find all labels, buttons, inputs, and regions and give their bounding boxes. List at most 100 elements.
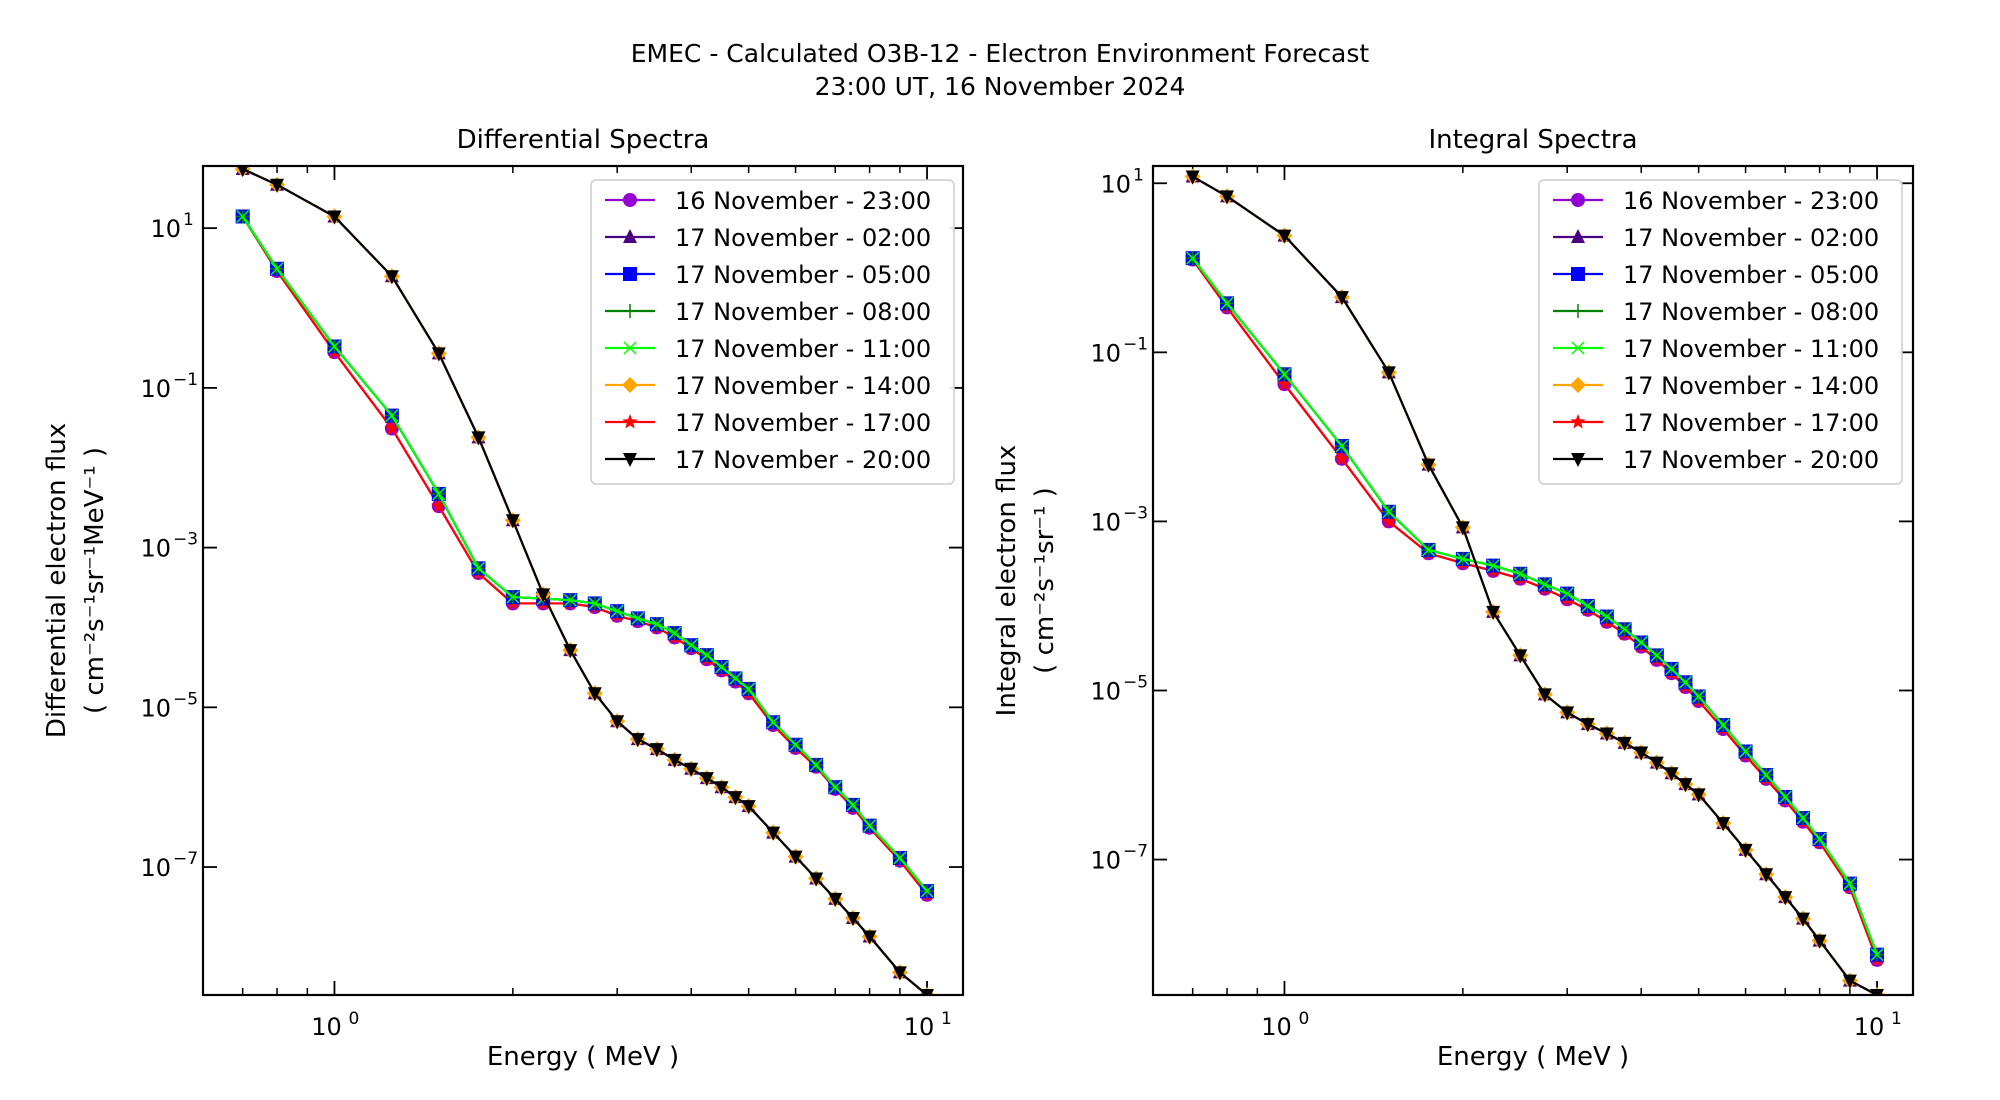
data-point: [385, 409, 399, 423]
data-point: [1739, 744, 1753, 758]
data-point: [649, 743, 664, 758]
legend-marker: [622, 414, 638, 429]
legend-label: 17 November - 08:00: [1623, 298, 1879, 326]
data-point: [610, 715, 625, 730]
data-point: [1220, 190, 1235, 205]
series-17-november-11-00: [236, 209, 934, 898]
legend-marker: [1571, 267, 1585, 281]
legend-label: 17 November - 17:00: [1623, 409, 1879, 437]
data-point: [1842, 974, 1857, 989]
data-point: [789, 738, 803, 752]
data-point: [1665, 662, 1679, 676]
data-point: [788, 850, 803, 865]
y-tick-label-exponent: −3: [1123, 503, 1148, 523]
differential-y-axis-unit: ( cm⁻²s⁻¹sr⁻¹MeV⁻¹ ): [80, 447, 110, 714]
legend-label: 16 November - 23:00: [1623, 187, 1879, 215]
data-point: [1738, 843, 1753, 858]
data-point: [650, 617, 664, 631]
legend-entry: 17 November - 14:00: [605, 372, 931, 400]
data-point: [587, 687, 602, 702]
data-point: [1678, 778, 1693, 793]
data-point: [728, 791, 743, 806]
data-point: [1334, 450, 1350, 466]
legend-label: 17 November - 20:00: [1623, 446, 1879, 474]
legend-label: 16 November - 23:00: [675, 187, 931, 215]
data-point: [1870, 989, 1885, 995]
data-point: [384, 270, 399, 285]
legend-marker: [622, 377, 638, 393]
legend-marker: [1570, 377, 1586, 393]
data-point: [1599, 727, 1614, 742]
data-point: [563, 644, 578, 659]
y-tick-label-exponent: −1: [1123, 334, 1148, 354]
data-point: [1421, 458, 1436, 473]
y-tick-label: 10: [1100, 170, 1131, 198]
legend-label: 17 November - 02:00: [1623, 224, 1879, 252]
data-point: [1580, 718, 1595, 733]
integral-spectra-panel: Integral Spectra Energy ( MeV ) Integral e…: [992, 125, 1915, 1072]
x-tick-label: 10: [1854, 1013, 1885, 1041]
y-tick-label: 10: [140, 535, 171, 563]
differential-plot-area: [234, 166, 936, 995]
data-point: [563, 593, 577, 607]
data-point: [270, 262, 284, 276]
data-point: [1812, 934, 1827, 949]
data-point: [1276, 376, 1293, 391]
data-point: [327, 339, 341, 353]
data-point: [536, 588, 551, 603]
data-point: [920, 989, 935, 995]
legend-entry: 17 November - 02:00: [1553, 224, 1879, 252]
data-point: [1513, 567, 1527, 581]
data-point: [1634, 635, 1648, 649]
data-point: [1220, 296, 1234, 310]
data-point: [630, 733, 645, 748]
data-point: [862, 930, 877, 945]
data-point: [237, 166, 249, 178]
x-tick-label-exponent: 1: [941, 1009, 952, 1029]
data-point: [728, 671, 742, 685]
data-point: [1759, 768, 1773, 782]
data-point: [1691, 788, 1706, 803]
legend-entry: 17 November - 20:00: [605, 446, 931, 474]
integral-plot-area: [1184, 168, 1886, 995]
y-tick-label-exponent: 1: [183, 210, 194, 230]
data-point: [505, 514, 520, 529]
data-point: [1277, 229, 1292, 244]
data-point: [431, 498, 447, 513]
legend-label: 17 November - 02:00: [675, 224, 931, 252]
data-point: [432, 487, 446, 501]
y-tick-label: 10: [140, 854, 171, 882]
data-point: [828, 780, 842, 794]
y-tick-label-exponent: −7: [1123, 842, 1148, 862]
data-point: [1870, 948, 1884, 962]
legend-entry: 17 November - 05:00: [1553, 261, 1879, 289]
differential-axes-frame: [201, 164, 965, 997]
integral-y-axis-label: Integral electron flux: [992, 445, 1022, 717]
legend-marker: [623, 341, 637, 355]
data-point: [471, 561, 486, 575]
data-point: [1692, 689, 1706, 703]
differential-x-axis-label: Energy ( MeV ): [487, 1042, 679, 1072]
x-tick-label: 10: [311, 1013, 342, 1041]
data-point: [1649, 756, 1664, 771]
data-point: [1538, 577, 1552, 591]
differential-spectra-panel: Differential Spectra Energy ( MeV ) Differ…: [42, 125, 965, 1072]
legend-entry: 17 November - 08:00: [605, 298, 931, 326]
x-tick-label-exponent: 1: [1891, 1009, 1902, 1029]
integral-minor-ticks: [1152, 166, 1851, 995]
data-point: [1185, 170, 1200, 185]
legend-label: 17 November - 05:00: [1623, 261, 1879, 289]
y-tick-label-exponent: −5: [1123, 672, 1148, 692]
data-point: [1617, 736, 1632, 751]
data-point: [588, 596, 602, 610]
legend-marker: [1571, 193, 1585, 207]
data-point: [1618, 622, 1632, 636]
x-tick-label: 10: [1261, 1013, 1292, 1041]
data-point: [327, 210, 342, 225]
data-point: [1560, 706, 1575, 721]
data-point: [1716, 817, 1731, 832]
legend-marker: [623, 267, 637, 281]
differential-minor-ticks: [202, 166, 901, 995]
data-point: [766, 826, 781, 841]
legend-label: 17 November - 05:00: [675, 261, 931, 289]
